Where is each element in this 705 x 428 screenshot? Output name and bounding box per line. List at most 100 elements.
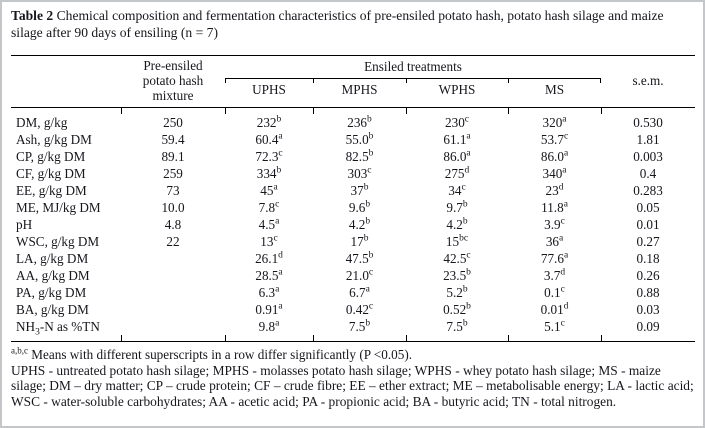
cell-sem: 0.26 <box>601 267 695 284</box>
cell-pre-ensiled: 259 <box>121 165 225 182</box>
row-label: ME, MJ/kg DM <box>11 199 121 216</box>
row-label-subscript: 3 <box>35 327 40 338</box>
cell-superscript: b <box>462 216 468 227</box>
col-header-ensiled-treatments: Ensiled treatments <box>225 55 602 80</box>
cell-value: 23 <box>545 182 559 198</box>
cell-value: 86.0 <box>443 148 467 164</box>
cell-ms: 3.9c <box>508 216 601 233</box>
row-label: WSC, g/kg DM <box>11 233 121 250</box>
cell-sem: 0.530 <box>601 114 695 131</box>
cell-superscript: b <box>365 318 371 329</box>
row-label: EE, g/kg DM <box>11 182 121 199</box>
table-midrule <box>11 106 696 114</box>
table-row: AA, g/kg DM 28.5a 21.0c 23.5b 3.7d 0.26 <box>11 267 695 284</box>
col-header-pre-ensiled: Pre-ensiled potato hash mixture <box>142 57 204 104</box>
cell-superscript: bc <box>459 233 469 244</box>
cell-wphs: 5.2b <box>406 284 508 301</box>
cell-value: 0.1 <box>544 284 561 300</box>
cell-value: 230 <box>445 114 465 130</box>
cell-superscript: b <box>462 199 468 210</box>
cell-mphs: 9.6b <box>313 199 406 216</box>
cell-sem: 1.81 <box>601 131 695 148</box>
col-header-wphs: WPHS <box>406 78 508 108</box>
cell-superscript: a <box>278 301 283 312</box>
cell-ms: 0.01d <box>508 301 601 318</box>
cell-ms: 77.6a <box>508 250 601 267</box>
cell-superscript: b <box>365 199 371 210</box>
cell-value: 0.03 <box>636 301 660 317</box>
cell-value: 0.530 <box>633 114 663 130</box>
cell-value: 60.4 <box>255 131 279 147</box>
rule-segment <box>405 334 508 342</box>
table-row: DM, g/kg 250 232b 236b 230c 320a 0.530 <box>11 114 695 131</box>
cell-value: 0.91 <box>255 301 279 317</box>
cell-superscript: b <box>276 114 282 125</box>
cell-value: 86.0 <box>540 148 564 164</box>
rule-segment <box>507 106 602 114</box>
cell-superscript: c <box>368 267 374 278</box>
cell-sem: 0.05 <box>601 199 695 216</box>
row-label-text: WSC, g/kg DM <box>16 233 100 249</box>
cell-value: 22 <box>166 233 180 249</box>
cell-value: 34 <box>448 182 462 198</box>
cell-value: 28.5 <box>255 267 279 283</box>
cell-superscript: b <box>367 114 372 125</box>
row-label: PA, g/kg DM <box>11 284 121 301</box>
cell-mphs: 303c <box>313 165 406 182</box>
cell-value: 0.05 <box>636 199 660 215</box>
cell-value: 7.5 <box>348 318 366 334</box>
cell-value: 259 <box>163 165 183 181</box>
cell-uphs: 9.8a <box>225 318 313 335</box>
cell-superscript: d <box>563 301 569 312</box>
cell-value: 61.1 <box>443 131 467 147</box>
cell-pre-ensiled <box>121 301 225 318</box>
cell-sem: 0.003 <box>601 148 695 165</box>
header-row-1: Pre-ensiled potato hash mixture Ensiled … <box>11 55 695 103</box>
cell-value: 45 <box>260 182 274 198</box>
cell-value: 47.5 <box>345 250 369 266</box>
rule-segment <box>120 334 225 342</box>
rule-segment <box>600 106 696 114</box>
cell-value: 3.9 <box>544 216 561 232</box>
cell-wphs: 230c <box>406 114 508 131</box>
cell-superscript: a <box>275 318 280 329</box>
cell-wphs: 9.7b <box>406 199 508 216</box>
cell-superscript: a <box>563 250 569 261</box>
table-row: pH 4.8 4.5a 4.2b 4.2b 3.9c 0.01 <box>11 216 695 233</box>
row-label-text: PA, g/kg DM <box>16 284 87 300</box>
cell-superscript: c <box>368 301 374 312</box>
cell-superscript: c <box>278 148 283 159</box>
cell-wphs: 42.5c <box>406 250 508 267</box>
cell-wphs: 4.2b <box>406 216 508 233</box>
cell-value: 1.81 <box>636 131 660 147</box>
cell-superscript: c <box>563 131 569 142</box>
cell-superscript: b <box>363 233 369 244</box>
cell-ms: 11.8a <box>508 199 601 216</box>
table-row: WSC, g/kg DM 22 13c 17b 15bc 36a 0.27 <box>11 233 695 250</box>
table-body: DM, g/kg 250 232b 236b 230c 320a 0.530 A… <box>11 114 695 338</box>
footnotes: a,b,c Means with different superscripts … <box>11 346 694 410</box>
cell-uphs: 334b <box>225 165 313 182</box>
cell-superscript: c <box>273 233 278 244</box>
cell-mphs: 47.5b <box>313 250 406 267</box>
row-label-text: Ash, g/kg DM <box>16 131 92 147</box>
cell-pre-ensiled: 59.4 <box>121 131 225 148</box>
row-label-text: EE, g/kg DM <box>16 182 87 198</box>
cell-superscript: b <box>462 318 468 329</box>
cell-superscript: b <box>368 250 374 261</box>
cell-superscript: a <box>278 131 283 142</box>
cell-superscript: c <box>560 284 565 295</box>
cell-superscript: b <box>466 267 471 278</box>
cell-value: 3.7 <box>543 267 561 283</box>
cell-superscript: d <box>278 250 283 261</box>
cell-superscript: b <box>276 165 282 176</box>
cell-value: 0.003 <box>633 148 663 164</box>
row-label: CF, g/kg DM <box>11 165 121 182</box>
cell-value: 4.5 <box>258 216 276 232</box>
cell-value: 250 <box>163 114 183 130</box>
cell-superscript: c <box>560 318 565 329</box>
cell-value: 77.6 <box>540 250 564 266</box>
rule-segment <box>312 334 406 342</box>
cell-value: 21.0 <box>345 267 369 283</box>
cell-wphs: 7.5b <box>406 318 508 335</box>
